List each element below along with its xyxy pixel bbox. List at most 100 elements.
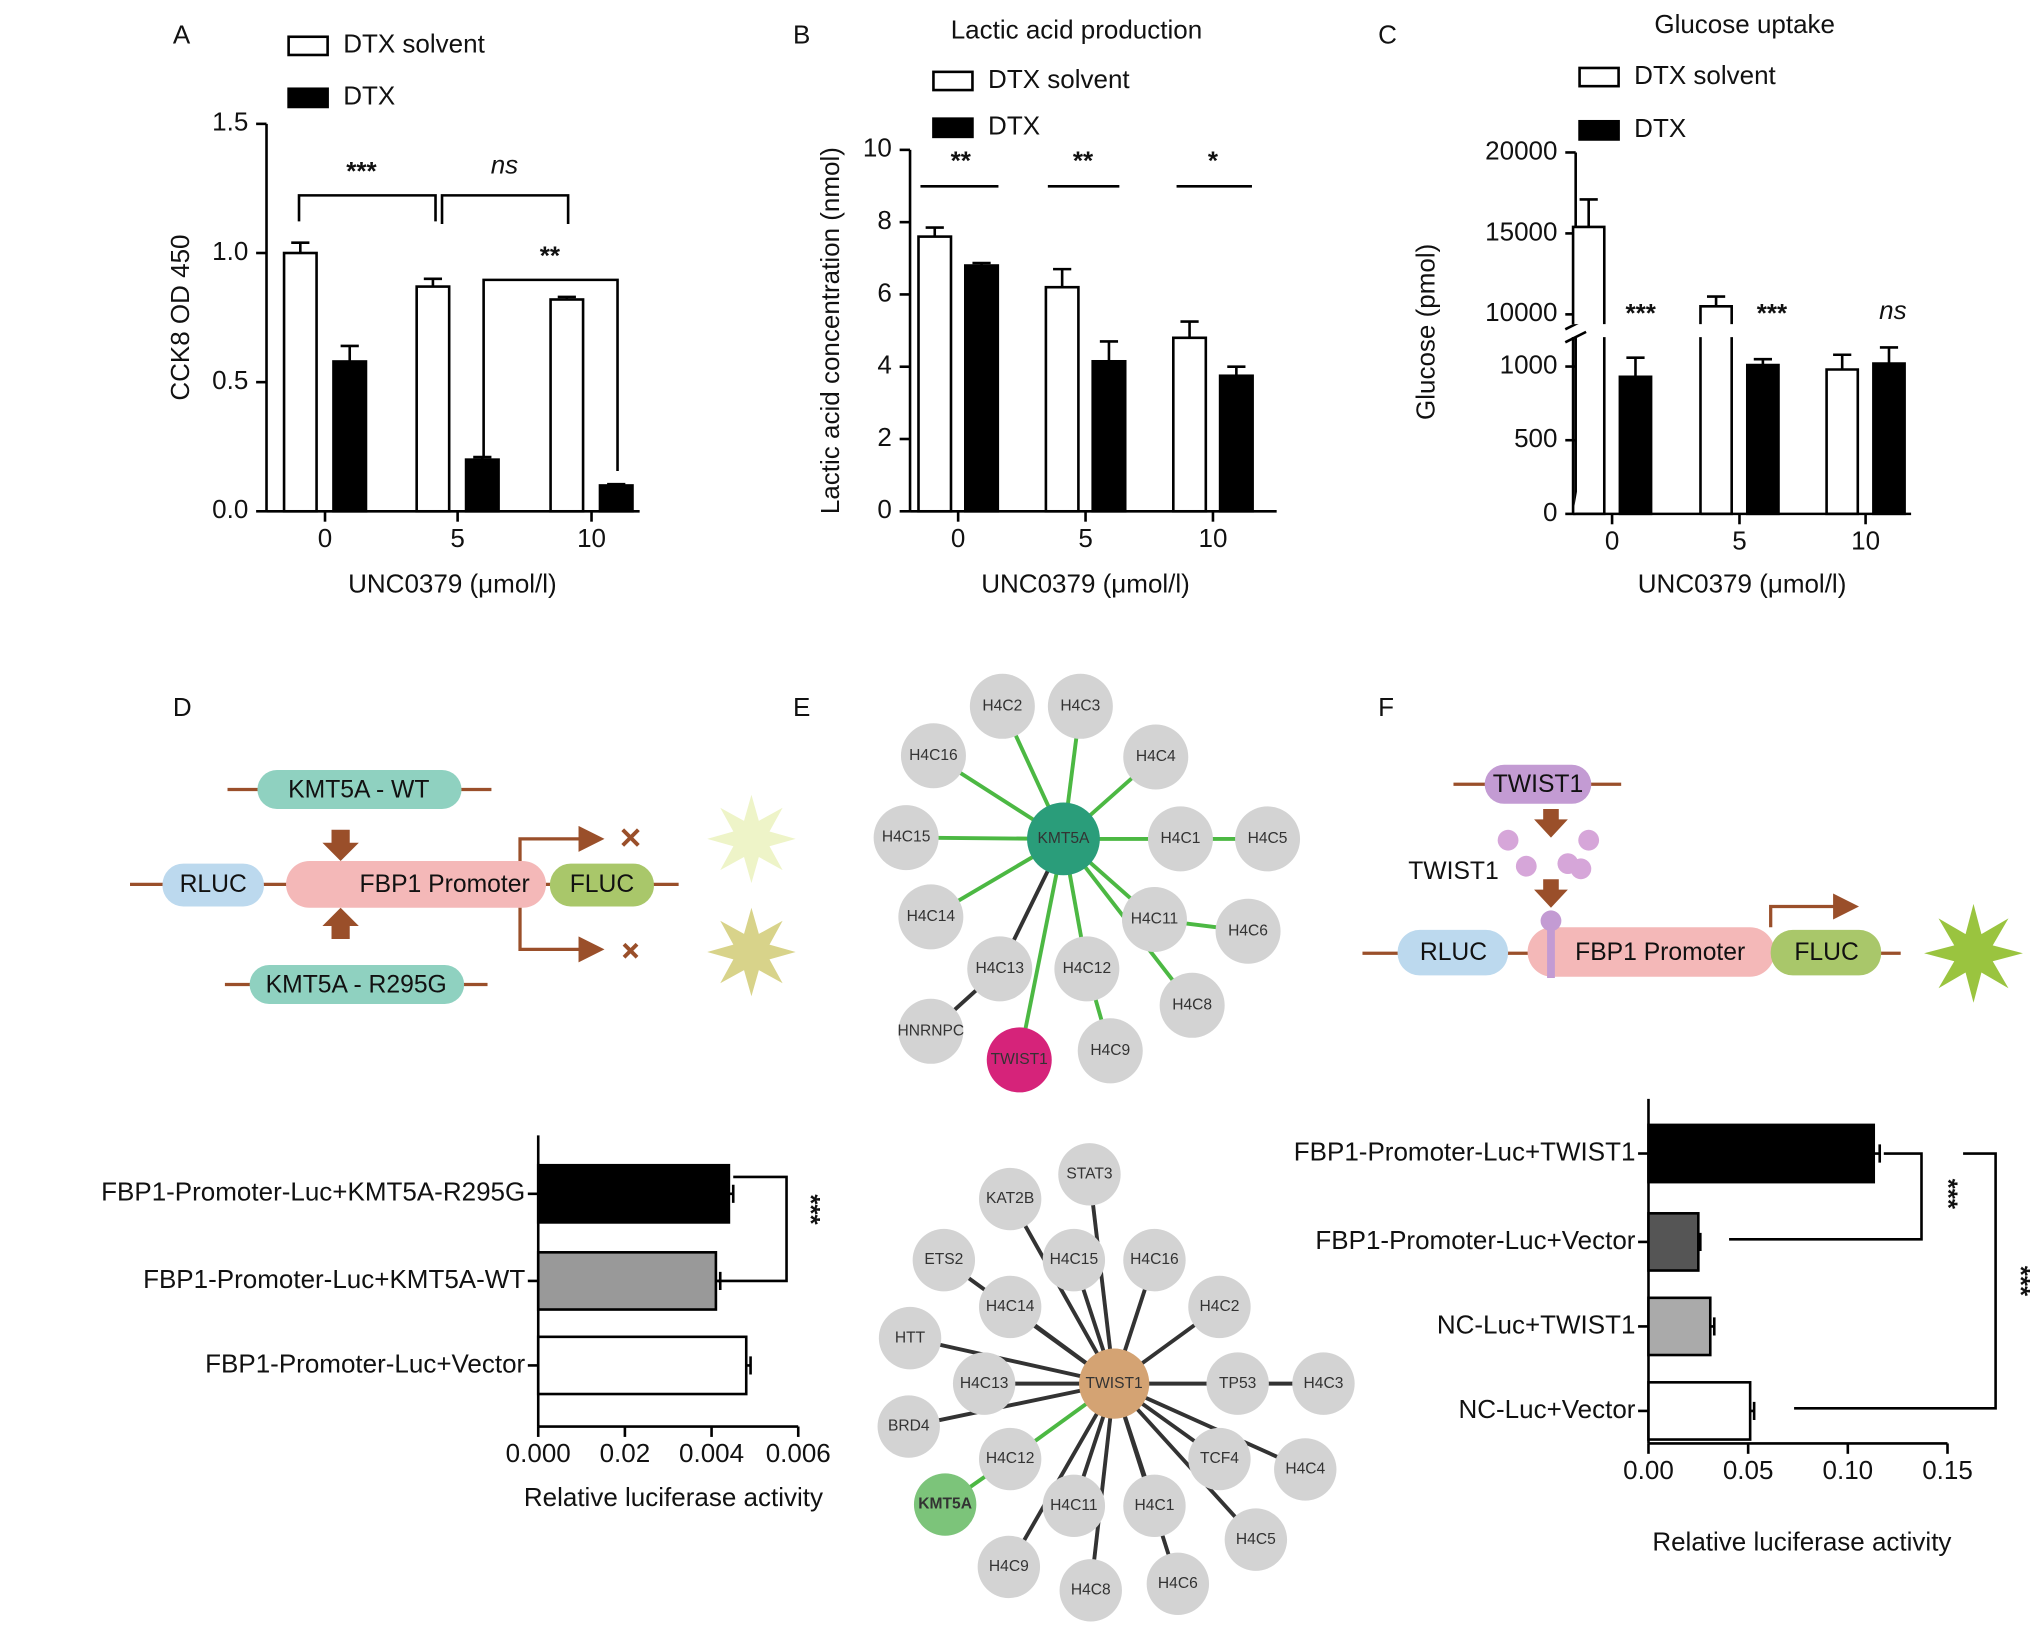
x-tick-label: 5 xyxy=(450,523,464,553)
bar xyxy=(1825,368,1860,516)
network-node xyxy=(1054,936,1120,1002)
x-tick-label: 10 xyxy=(577,523,606,553)
light-star xyxy=(707,907,796,997)
x-axis-label: UNC0379 (μmol/l) xyxy=(1638,568,1847,598)
bar xyxy=(1647,1212,1700,1272)
network-node xyxy=(878,1306,942,1370)
network-node xyxy=(873,805,939,871)
y-tick-label: 0.5 xyxy=(212,365,248,395)
network-node xyxy=(952,1352,1016,1415)
node-label: H4C11 xyxy=(1050,1497,1097,1514)
error-bar xyxy=(972,261,991,266)
network-edge xyxy=(1112,1382,1258,1541)
wt-label: KMT5A - WT xyxy=(288,776,429,803)
bar xyxy=(1091,359,1127,513)
network-node xyxy=(1206,1352,1269,1415)
arrow-down xyxy=(1534,808,1568,838)
node-label: H4C4 xyxy=(1285,1461,1325,1478)
rluc-box xyxy=(162,863,264,907)
node-label: H4C2 xyxy=(982,697,1022,714)
rluc-label: RLUC xyxy=(180,871,247,898)
bar xyxy=(1618,375,1653,516)
x-tick-label: 10 xyxy=(1198,523,1227,553)
network-node xyxy=(978,1275,1042,1339)
network-edge xyxy=(1007,1382,1116,1568)
network-node xyxy=(986,1027,1052,1093)
error-bar xyxy=(1706,295,1726,307)
network-edge xyxy=(1017,838,1066,1061)
bar xyxy=(549,298,585,513)
legend-label: DTX xyxy=(343,81,395,111)
error-bar xyxy=(746,1356,752,1375)
y-tick-label: 20000 xyxy=(1485,135,1557,165)
bar xyxy=(917,235,953,513)
node-label: H4C12 xyxy=(986,1450,1035,1467)
light-star xyxy=(1924,903,2023,1003)
error-bar xyxy=(1833,353,1852,370)
node-label: HTT xyxy=(895,1329,926,1346)
y-tick-label: 1000 xyxy=(1500,349,1558,379)
significance-label: *** xyxy=(1933,1179,1963,1210)
significance-bracket xyxy=(1729,1152,1923,1241)
node-label: TP53 xyxy=(1219,1375,1256,1392)
node-label: H4C15 xyxy=(882,829,931,846)
y-tick-label: 8 xyxy=(877,205,891,235)
node-label: H4C9 xyxy=(1090,1042,1130,1059)
error-bar xyxy=(1227,365,1246,376)
bar xyxy=(1044,285,1080,513)
protein-label: TWIST1 xyxy=(1408,858,1499,885)
category-label: FBP1-Promoter-Luc+KMT5A-WT xyxy=(143,1264,525,1294)
panel-letter: E xyxy=(793,692,810,722)
node-label: H4C8 xyxy=(1071,1581,1111,1598)
node-label: H4C9 xyxy=(989,1558,1029,1575)
network-node xyxy=(877,1395,940,1458)
network-node xyxy=(1188,1275,1251,1339)
panel-letter: A xyxy=(173,20,191,50)
significance-bracket xyxy=(717,1175,788,1283)
x-tick-label: 0 xyxy=(1605,525,1619,555)
bar xyxy=(1571,225,1606,516)
bar xyxy=(1172,336,1208,513)
legend-swatch xyxy=(287,35,329,57)
x-tick-label: 5 xyxy=(1732,525,1746,555)
transcription-arrow xyxy=(518,825,605,862)
node-label: H4C12 xyxy=(1063,960,1112,977)
bar xyxy=(1745,363,1780,516)
network-node xyxy=(1042,1228,1106,1292)
hub-label: TWIST1 xyxy=(1086,1375,1143,1392)
x-tick-label: 0.006 xyxy=(766,1438,831,1468)
error-bar xyxy=(423,277,443,287)
bar xyxy=(536,1251,718,1311)
legend-label: DTX xyxy=(1634,113,1686,143)
node-label: H4C1 xyxy=(1161,830,1201,847)
y-tick-label: 0.0 xyxy=(212,494,248,524)
bar xyxy=(1647,1123,1876,1184)
significance-label: ns xyxy=(1879,295,1906,325)
arrow-up xyxy=(322,907,359,940)
fluc-label: FLUC xyxy=(570,871,634,898)
chart-title: Glucose uptake xyxy=(1654,9,1835,39)
fluc-box xyxy=(1770,929,1882,976)
x-tick-label: 10 xyxy=(1851,525,1880,555)
node-label: H4C8 xyxy=(1172,996,1212,1013)
network-node xyxy=(1042,1474,1106,1538)
promoter-label: FBP1 Promoter xyxy=(360,871,530,898)
network-node xyxy=(1077,1018,1143,1084)
network-node xyxy=(1123,724,1189,790)
node-label: H4C15 xyxy=(1050,1251,1099,1268)
node-label: KAT2B xyxy=(986,1190,1034,1207)
bar xyxy=(536,1163,731,1224)
node-label: STAT3 xyxy=(1066,1165,1112,1182)
x-tick-label: 0.15 xyxy=(1922,1455,1973,1485)
node-label: KMT5A xyxy=(918,1496,972,1513)
error-bar xyxy=(1873,1144,1882,1163)
category-label: FBP1-Promoter-Luc+Vector xyxy=(205,1348,525,1378)
binding-protein xyxy=(1540,910,1562,932)
x-tick-label: 0 xyxy=(318,523,332,553)
factor-label: TWIST1 xyxy=(1493,771,1584,798)
node-label: H4C5 xyxy=(1236,1531,1276,1548)
node-label: H4C4 xyxy=(1136,748,1176,765)
diagram-d: RLUC FBP1 Promoter FLUC KMT5A - WT KMT5A… xyxy=(130,769,679,1005)
y-axis-label: CCK8 OD 450 xyxy=(165,234,195,400)
significance-bracket xyxy=(440,194,570,224)
